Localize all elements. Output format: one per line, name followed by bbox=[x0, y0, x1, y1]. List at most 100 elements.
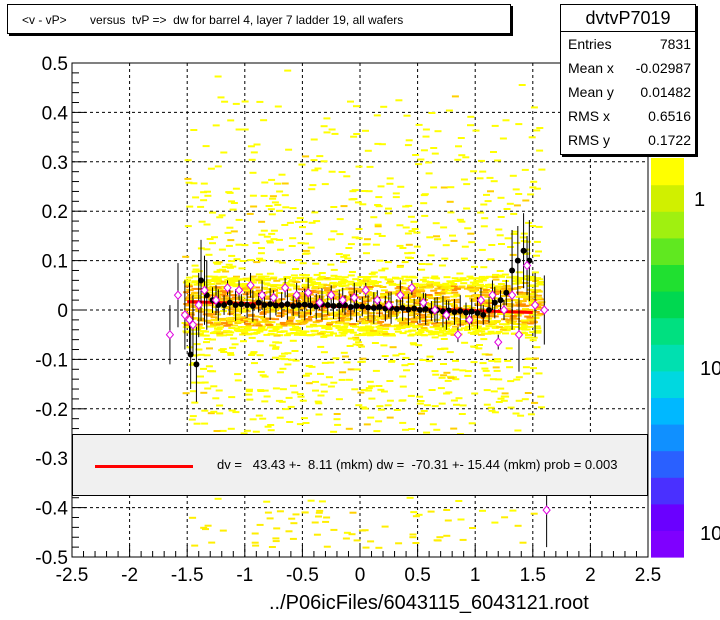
density-cell bbox=[226, 319, 234, 322]
black-point bbox=[284, 301, 291, 308]
density-cell bbox=[281, 358, 289, 361]
density-cell bbox=[359, 203, 367, 206]
density-cell bbox=[457, 137, 465, 139]
density-cell bbox=[447, 281, 455, 284]
fit-legend-line bbox=[95, 465, 193, 468]
magenta-point bbox=[180, 310, 190, 320]
density-cell bbox=[535, 372, 543, 375]
density-cell bbox=[221, 100, 229, 103]
density-cell bbox=[418, 314, 426, 316]
density-cell bbox=[266, 241, 274, 244]
density-cell bbox=[278, 173, 286, 176]
density-cell bbox=[417, 323, 425, 326]
density-cell bbox=[263, 288, 271, 290]
density-cell bbox=[266, 240, 274, 243]
stats-row-entries: Entries 7831 bbox=[561, 32, 695, 56]
density-cell bbox=[196, 332, 204, 335]
black-point bbox=[193, 361, 200, 368]
density-cell bbox=[434, 297, 442, 299]
density-cell bbox=[461, 316, 469, 319]
black-point bbox=[353, 303, 360, 310]
density-cell bbox=[316, 155, 324, 158]
density-cell bbox=[336, 313, 344, 316]
density-cell bbox=[272, 540, 280, 543]
density-cell bbox=[310, 325, 318, 328]
density-cell bbox=[225, 321, 233, 324]
density-cell bbox=[360, 389, 368, 391]
density-cell bbox=[522, 304, 530, 307]
density-cell bbox=[423, 404, 431, 407]
density-cell bbox=[274, 260, 282, 263]
density-cell bbox=[494, 320, 501, 323]
density-cell bbox=[258, 259, 266, 262]
density-cell bbox=[402, 428, 409, 431]
density-cell bbox=[511, 275, 519, 278]
density-cell bbox=[534, 327, 542, 330]
density-cell bbox=[214, 327, 221, 330]
density-cell bbox=[286, 284, 294, 287]
density-cell bbox=[469, 527, 476, 529]
density-cell bbox=[450, 283, 458, 285]
density-cell bbox=[258, 276, 265, 279]
density-cell bbox=[336, 233, 344, 236]
density-cell bbox=[249, 171, 257, 174]
density-cell bbox=[515, 193, 523, 195]
density-cell bbox=[426, 316, 434, 319]
density-cell bbox=[274, 203, 282, 206]
density-cell bbox=[363, 243, 371, 246]
density-cell bbox=[509, 253, 517, 256]
density-cell bbox=[320, 330, 328, 333]
density-cell bbox=[213, 289, 221, 291]
density-cell bbox=[502, 323, 510, 326]
density-cell bbox=[335, 326, 343, 329]
density-cell bbox=[315, 515, 322, 518]
density-cell bbox=[408, 322, 415, 325]
density-cell bbox=[358, 345, 365, 348]
density-cell bbox=[517, 286, 525, 288]
magenta-point bbox=[522, 260, 532, 271]
density-cell bbox=[505, 347, 513, 350]
density-cell bbox=[433, 284, 441, 287]
density-cell bbox=[514, 313, 522, 316]
density-cell bbox=[354, 308, 362, 311]
density-cell bbox=[398, 352, 406, 355]
density-cell bbox=[530, 106, 538, 109]
density-cell bbox=[204, 194, 212, 197]
density-cell bbox=[443, 276, 451, 279]
density-cell bbox=[487, 330, 495, 333]
density-cell bbox=[368, 314, 376, 317]
density-cell bbox=[186, 346, 194, 349]
density-cell bbox=[365, 389, 373, 392]
density-cell bbox=[216, 216, 224, 219]
density-cell bbox=[233, 329, 241, 332]
density-cell bbox=[380, 289, 388, 292]
density-cell bbox=[276, 190, 284, 193]
density-cell bbox=[276, 416, 284, 419]
density-cell bbox=[297, 242, 305, 245]
scale-band bbox=[651, 158, 684, 186]
density-cell bbox=[405, 288, 413, 291]
density-cell bbox=[192, 275, 200, 278]
density-cell bbox=[372, 243, 380, 246]
density-cell bbox=[488, 409, 496, 412]
density-cell bbox=[367, 540, 375, 543]
density-cell bbox=[228, 396, 236, 399]
density-cell bbox=[216, 282, 223, 285]
density-cell bbox=[330, 274, 338, 277]
density-cell bbox=[496, 274, 504, 277]
density-cell bbox=[535, 290, 543, 293]
density-cell bbox=[420, 149, 428, 152]
density-cell bbox=[418, 412, 425, 415]
density-cell bbox=[187, 312, 195, 314]
density-cell bbox=[358, 281, 366, 284]
density-cell bbox=[300, 322, 308, 325]
density-cell bbox=[442, 296, 450, 299]
density-cell bbox=[352, 336, 360, 339]
density-cell bbox=[339, 371, 347, 374]
density-cell bbox=[250, 351, 258, 354]
density-cell bbox=[461, 341, 469, 344]
density-cell bbox=[515, 399, 523, 402]
density-cell bbox=[521, 398, 529, 401]
density-cell bbox=[528, 300, 536, 302]
density-cell bbox=[270, 285, 278, 288]
